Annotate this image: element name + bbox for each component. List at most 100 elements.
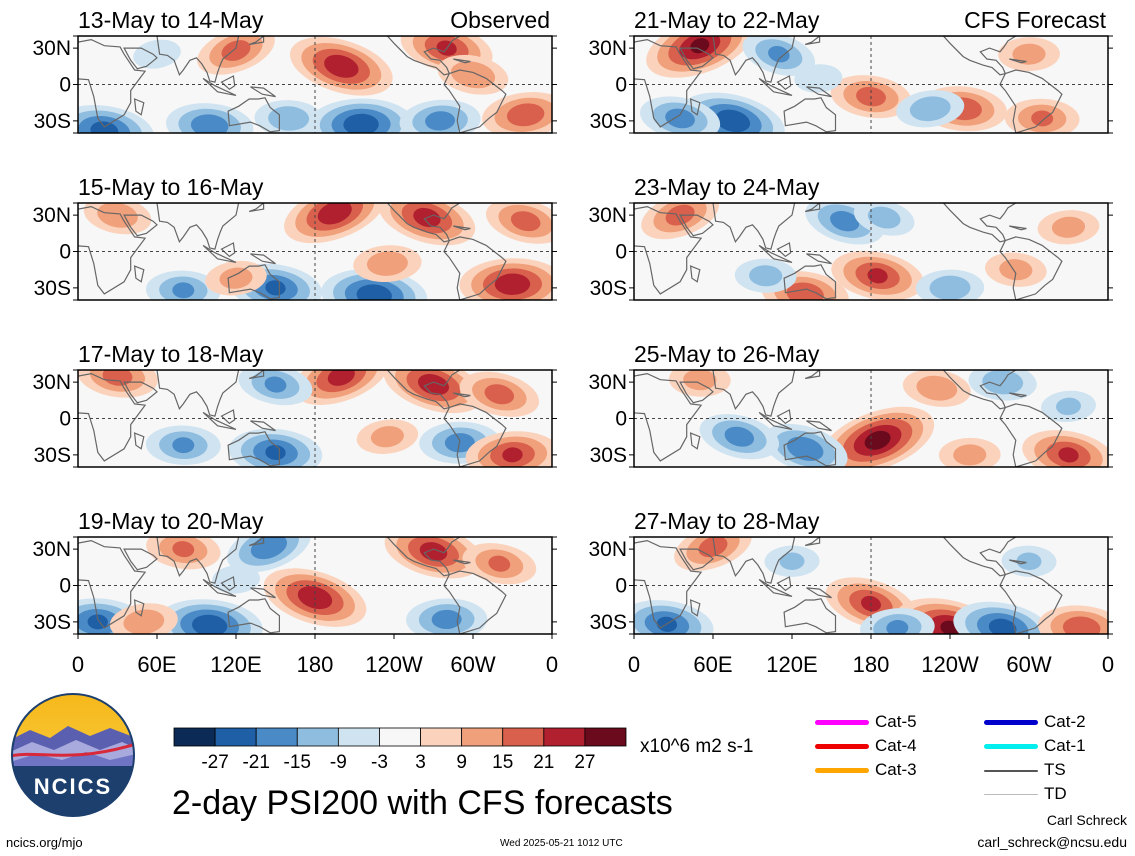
- lat-tick-label: 30N: [588, 371, 627, 394]
- coastline: [804, 203, 821, 213]
- anomaly-contour: [450, 61, 496, 89]
- anomaly-contour: [1056, 397, 1081, 416]
- lat-tick-label: 30S: [34, 444, 71, 467]
- panel-observed-1: 30N 0 30S 13-May to 14-May Observed: [32, 7, 557, 134]
- anomaly-contour: [502, 447, 523, 463]
- lon-tick-label: 0: [1102, 652, 1114, 677]
- anomaly-contour: [715, 109, 751, 133]
- column-header: CFS Forecast: [964, 7, 1106, 33]
- anomaly-contour: [317, 203, 352, 225]
- anomaly-contour: [425, 111, 456, 131]
- colorbar-tick-label: 9: [456, 752, 467, 773]
- panel-forecast-1: 30N 0 30S 21-May to 22-May CFS Forecast: [588, 7, 1113, 134]
- storm-legend-line: [984, 770, 1038, 772]
- anomaly-contour: [786, 436, 824, 461]
- lat-tick-label: 30N: [588, 538, 627, 561]
- anomaly-contour: [172, 437, 195, 454]
- anomaly-contour: [172, 541, 195, 558]
- coastline: [250, 86, 276, 98]
- coastline: [776, 75, 792, 91]
- anomaly-contour: [419, 542, 448, 562]
- coastline: [712, 36, 796, 83]
- coastline: [123, 548, 158, 571]
- coastline: [453, 225, 471, 231]
- colorbar-swatch: [255, 727, 298, 747]
- coastline: [123, 47, 158, 70]
- coastline: [804, 537, 821, 547]
- coastline: [634, 539, 703, 629]
- coastline: [443, 403, 507, 467]
- coastline: [156, 370, 240, 417]
- coastline: [712, 537, 796, 584]
- colorbar-swatch: [461, 727, 504, 747]
- anomaly-contour: [830, 211, 860, 232]
- anomaly-contour: [749, 265, 783, 287]
- anomaly-contour: [779, 552, 805, 570]
- anomaly-contour: [864, 430, 891, 450]
- footer-url[interactable]: ncics.org/mjo: [6, 835, 83, 850]
- page-title: 2-day PSI200 with CFS forecasts: [172, 784, 673, 822]
- anomaly-contour: [264, 376, 287, 393]
- coastline: [804, 370, 821, 380]
- lat-tick-label: 0: [615, 575, 627, 598]
- author-email[interactable]: carl_schreck@ncsu.edu: [977, 834, 1127, 850]
- lon-tick-label: 60E: [137, 652, 176, 677]
- lon-tick-label: 60W: [450, 652, 495, 677]
- author-name: Carl Schreck: [1046, 812, 1127, 828]
- lat-tick-label: 30S: [590, 611, 627, 634]
- lon-tick-label: 60E: [693, 652, 732, 677]
- lon-tick-label: 120E: [766, 652, 817, 677]
- storm-legend-label: TS: [1044, 760, 1066, 779]
- anomaly-contour: [1012, 43, 1046, 65]
- colorbar-swatch: [214, 727, 257, 747]
- coastline: [220, 75, 236, 91]
- colorbar-swatch: [296, 727, 339, 747]
- storm-legend-line: [984, 720, 1038, 725]
- column-header: Observed: [450, 7, 550, 33]
- colorbar-swatch: [502, 727, 545, 747]
- anomaly-contour: [999, 259, 1033, 281]
- ncics-logo: NCICS: [11, 693, 135, 817]
- anomaly-contour: [929, 275, 971, 300]
- anomaly-contour: [683, 370, 717, 391]
- anomaly-contour: [1058, 447, 1079, 463]
- anomaly-contour: [221, 40, 251, 61]
- lat-tick-label: 30S: [590, 277, 627, 300]
- coastline: [78, 205, 147, 295]
- lon-tick-label: 120E: [210, 652, 261, 677]
- storm-legend-line: [815, 720, 869, 725]
- storm-legend-line: [815, 768, 869, 773]
- colorbar-tick-label: -21: [242, 752, 269, 773]
- storm-legend-line: [984, 794, 1038, 795]
- coastline: [443, 69, 507, 133]
- panel-date-label: 19-May to 20-May: [78, 508, 264, 534]
- coastline: [942, 36, 1017, 76]
- anomaly-contour: [212, 565, 260, 594]
- anomaly-contour: [494, 273, 531, 295]
- coastline: [634, 38, 703, 128]
- lat-tick-label: 30N: [32, 37, 71, 60]
- coastline: [133, 265, 145, 283]
- coastline: [776, 409, 792, 425]
- panel-date-label: 15-May to 16-May: [78, 174, 264, 200]
- coastline: [806, 253, 832, 265]
- anomaly-contour: [102, 370, 133, 386]
- coastline: [248, 537, 265, 547]
- panel-observed-3: 30N 0 30S 17-May to 18-May: [32, 341, 557, 468]
- coastline: [634, 205, 703, 295]
- anomaly-contour: [265, 280, 286, 296]
- coastline: [156, 36, 240, 83]
- anomaly-contour: [172, 282, 195, 299]
- coastline: [250, 420, 276, 432]
- lon-tick-label: 120W: [365, 652, 423, 677]
- colorbar-swatch: [584, 727, 627, 747]
- anomaly-contour: [123, 609, 165, 634]
- coastline: [220, 576, 236, 592]
- colorbar-tick-label: -9: [330, 752, 347, 773]
- coastline: [783, 97, 837, 133]
- lat-tick-label: 0: [59, 74, 71, 97]
- coastline: [783, 598, 837, 634]
- coastline: [133, 98, 145, 116]
- coastline: [634, 372, 703, 462]
